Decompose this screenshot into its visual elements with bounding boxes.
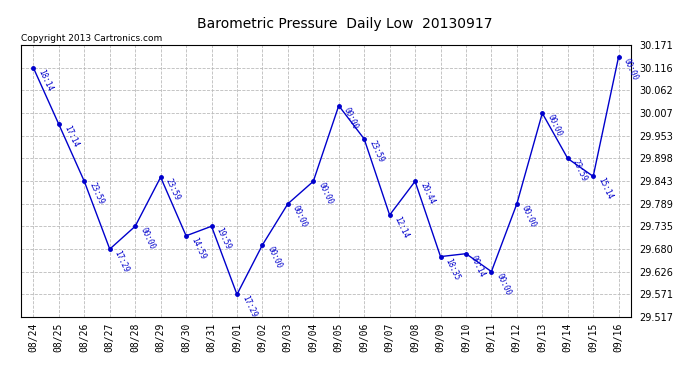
Text: 23:59: 23:59 <box>571 159 589 183</box>
Text: 18:35: 18:35 <box>444 256 462 281</box>
Text: 23:59: 23:59 <box>164 177 181 202</box>
Text: 20:44: 20:44 <box>418 182 436 206</box>
Text: 00:00: 00:00 <box>520 204 538 229</box>
Text: 00:14: 00:14 <box>469 254 487 279</box>
Text: 00:00: 00:00 <box>622 57 640 81</box>
Text: 18:14: 18:14 <box>37 68 55 93</box>
Text: 12:14: 12:14 <box>393 215 411 240</box>
Text: 00:00: 00:00 <box>545 113 563 138</box>
Text: Pressure  (Inches/Hg): Pressure (Inches/Hg) <box>522 21 644 31</box>
Text: 17:29: 17:29 <box>240 294 258 319</box>
Text: 00:00: 00:00 <box>266 245 284 270</box>
Text: 00:00: 00:00 <box>138 226 156 251</box>
Text: 00:00: 00:00 <box>291 204 309 229</box>
Text: 17:29: 17:29 <box>112 249 130 274</box>
Text: 00:00: 00:00 <box>342 106 359 130</box>
Text: 00:00: 00:00 <box>495 272 513 296</box>
Text: Copyright 2013 Cartronics.com: Copyright 2013 Cartronics.com <box>21 34 162 43</box>
Text: 17:14: 17:14 <box>62 124 80 149</box>
Text: 15:14: 15:14 <box>596 176 614 201</box>
Text: 19:59: 19:59 <box>215 226 233 251</box>
Text: Barometric Pressure  Daily Low  20130917: Barometric Pressure Daily Low 20130917 <box>197 17 493 31</box>
Text: 00:00: 00:00 <box>316 182 334 206</box>
Text: 23:59: 23:59 <box>367 139 385 164</box>
Text: 23:59: 23:59 <box>88 182 106 206</box>
Text: 14:59: 14:59 <box>189 236 207 261</box>
